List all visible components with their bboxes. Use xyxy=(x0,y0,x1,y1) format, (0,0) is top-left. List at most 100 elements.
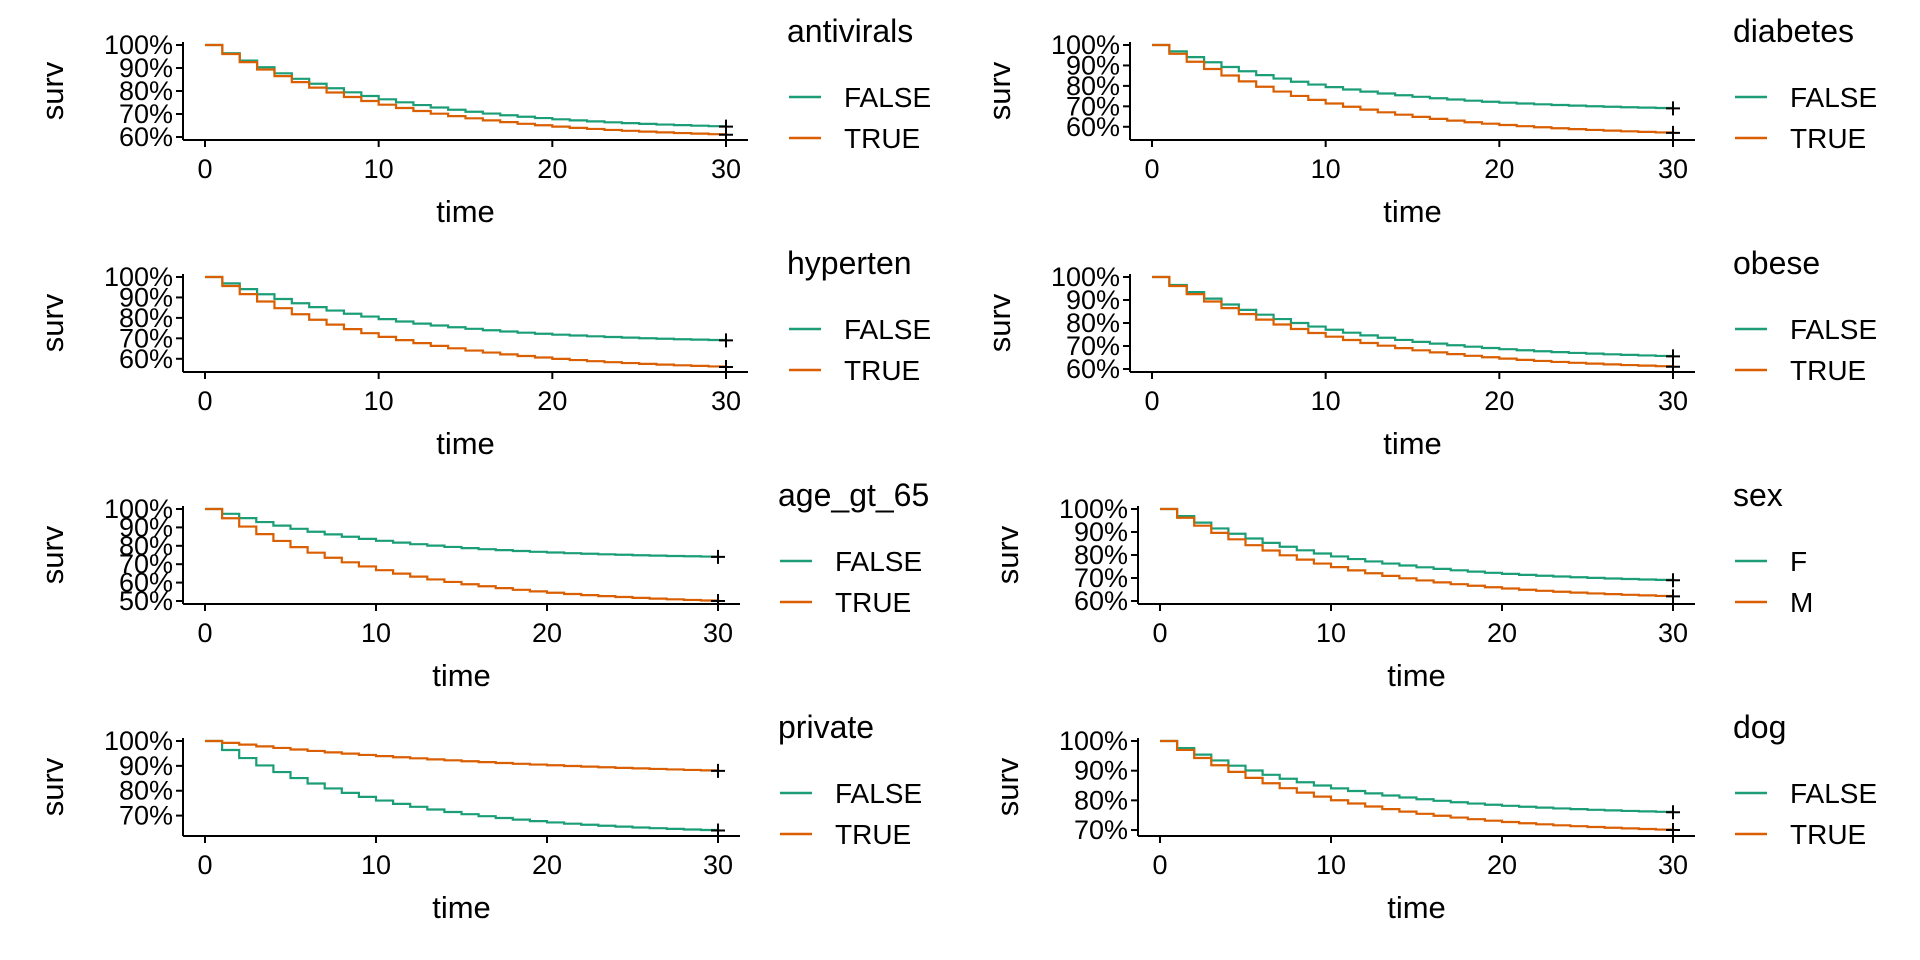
y-tick-label: 70% xyxy=(119,99,173,129)
legend-title: age_gt_65 xyxy=(778,477,929,513)
chart-panel: 60%70%80%90%100% 0 10 20 30 time surv sex FM xyxy=(990,477,1813,693)
legend-item-label: TRUE xyxy=(1790,355,1866,386)
x-axis-label: time xyxy=(432,658,491,693)
survival-curve-true xyxy=(1152,43,1675,134)
censor-mark xyxy=(719,359,733,374)
x-axis-label: time xyxy=(1387,658,1446,693)
x-tick-label: 0 xyxy=(197,154,212,184)
survival-curve-false xyxy=(205,507,720,558)
y-tick-label: 100% xyxy=(104,494,173,524)
x-tick-label: 10 xyxy=(1316,618,1346,648)
legend-item-label: F xyxy=(1790,546,1807,577)
y-tick-label: 50% xyxy=(119,586,173,616)
x-tick-label: 30 xyxy=(1658,618,1688,648)
y-tick-label: 60% xyxy=(119,122,173,152)
x-tick-label: 20 xyxy=(1484,154,1514,184)
y-tick-label: 70% xyxy=(1074,815,1128,845)
legend-title: private xyxy=(778,709,874,745)
x-tick-label: 20 xyxy=(1487,618,1517,648)
legend: hyperten FALSE TRUE xyxy=(787,245,931,386)
legend: sex FM xyxy=(1733,477,1813,618)
y-tick-label: 70% xyxy=(1066,331,1120,361)
legend-title: hyperten xyxy=(787,245,912,281)
survival-curve-true xyxy=(205,275,728,368)
survival-curve-m xyxy=(1160,507,1675,598)
survival-curve-true xyxy=(1160,739,1675,831)
x-tick-label: 20 xyxy=(532,850,562,880)
legend-item-label: FALSE xyxy=(1790,314,1877,345)
censor-mark xyxy=(1666,589,1680,604)
legend: age_gt_65 FALSE TRUE xyxy=(778,477,929,618)
x-tick-label: 30 xyxy=(703,618,733,648)
x-tick-label: 0 xyxy=(1144,154,1159,184)
censor-mark xyxy=(719,333,733,348)
x-tick-label: 10 xyxy=(361,850,391,880)
legend-item-label: TRUE xyxy=(1790,123,1866,154)
censor-mark xyxy=(711,549,725,564)
y-tick-label: 80% xyxy=(1066,308,1120,338)
legend-item-label: FALSE xyxy=(835,546,922,577)
legend-item-label: TRUE xyxy=(844,355,920,386)
censor-mark xyxy=(711,823,725,838)
y-tick-label: 90% xyxy=(119,751,173,781)
x-tick-label: 10 xyxy=(364,386,394,416)
x-tick-label: 30 xyxy=(1658,386,1688,416)
y-tick-label: 100% xyxy=(1059,726,1128,756)
y-tick-label: 70% xyxy=(1066,91,1120,121)
legend-item-label: TRUE xyxy=(835,587,911,618)
x-tick-label: 30 xyxy=(703,850,733,880)
legend-item-label: FALSE xyxy=(1790,82,1877,113)
y-tick-label: 90% xyxy=(119,53,173,83)
legend-item-label: M xyxy=(1790,587,1813,618)
y-tick-label: 100% xyxy=(1059,494,1128,524)
legend: diabetes FALSE TRUE xyxy=(1733,13,1877,154)
survival-curve-true xyxy=(205,739,720,772)
y-tick-label: 70% xyxy=(119,323,173,353)
y-tick-label: 90% xyxy=(1066,285,1120,315)
y-tick-label: 90% xyxy=(119,512,173,542)
legend: obese FALSE TRUE xyxy=(1733,245,1877,386)
legend-item-label: TRUE xyxy=(844,123,920,154)
x-tick-label: 30 xyxy=(711,386,741,416)
y-tick-label: 100% xyxy=(104,726,173,756)
y-axis-label: surv xyxy=(35,757,70,816)
censor-mark xyxy=(1666,573,1680,588)
censor-mark xyxy=(1666,359,1680,374)
legend-item-label: FALSE xyxy=(844,82,931,113)
legend-title: antivirals xyxy=(787,13,913,49)
x-tick-label: 10 xyxy=(1316,850,1346,880)
x-axis-label: time xyxy=(436,194,495,229)
chart-panel: 60%70%80%90%100% 0 10 20 30 time surv diabetes F… xyxy=(982,13,1877,229)
survival-curve-f xyxy=(1160,507,1675,582)
y-axis-label: surv xyxy=(35,61,70,120)
y-tick-label: 70% xyxy=(119,801,173,831)
x-tick-label: 10 xyxy=(1311,386,1341,416)
x-tick-label: 10 xyxy=(1311,154,1341,184)
x-axis-label: time xyxy=(1383,194,1442,229)
x-tick-label: 0 xyxy=(1152,618,1167,648)
survival-curve-false xyxy=(1160,739,1675,813)
y-tick-label: 80% xyxy=(1074,785,1128,815)
y-tick-label: 100% xyxy=(1051,30,1120,60)
legend: dog FALSE TRUE xyxy=(1733,709,1877,850)
censor-mark xyxy=(1666,805,1680,820)
y-tick-label: 80% xyxy=(1074,540,1128,570)
x-tick-label: 20 xyxy=(1484,386,1514,416)
legend-item-label: FALSE xyxy=(844,314,931,345)
x-tick-label: 20 xyxy=(532,618,562,648)
y-tick-label: 90% xyxy=(119,282,173,312)
chart-panel: 60%70%80%90%100% 0 10 20 30 time surv hyperten F… xyxy=(35,245,931,461)
x-tick-label: 0 xyxy=(197,386,212,416)
x-tick-label: 20 xyxy=(1487,850,1517,880)
y-tick-label: 60% xyxy=(1066,112,1120,142)
y-tick-label: 80% xyxy=(119,531,173,561)
y-tick-label: 90% xyxy=(1074,517,1128,547)
y-tick-label: 70% xyxy=(1074,563,1128,593)
survival-curve-true xyxy=(205,507,720,602)
x-tick-label: 20 xyxy=(537,154,567,184)
censor-mark xyxy=(711,763,725,778)
y-tick-label: 100% xyxy=(104,262,173,292)
y-tick-label: 90% xyxy=(1074,756,1128,786)
legend-item-label: TRUE xyxy=(1790,819,1866,850)
x-tick-label: 0 xyxy=(197,850,212,880)
